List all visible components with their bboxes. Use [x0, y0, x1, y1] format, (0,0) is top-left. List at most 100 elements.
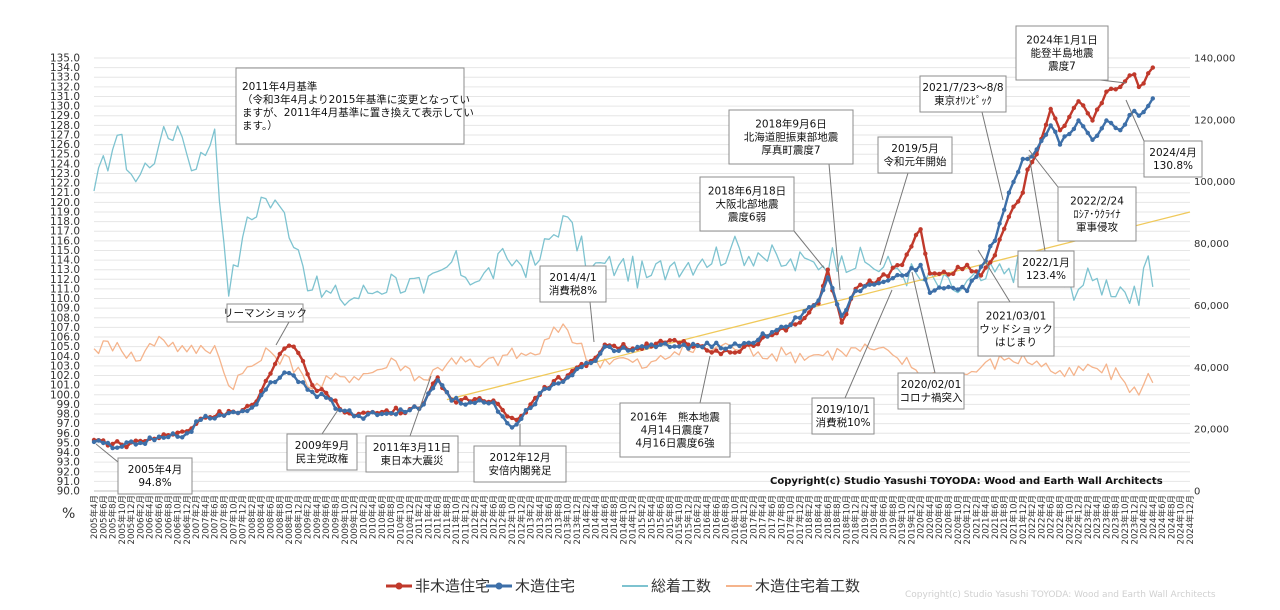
data-point: [277, 351, 282, 357]
data-point: [737, 343, 742, 349]
data-point: [788, 322, 793, 328]
x-tick-label: 2021年8月: [999, 495, 1010, 539]
y2-tick-label: 120,000: [1194, 115, 1235, 126]
data-point: [825, 267, 830, 272]
y-tick-label: 106.0: [50, 332, 80, 344]
annotation-text: 123.4%: [1026, 270, 1066, 282]
y2-tick-label: 0: [1194, 487, 1200, 498]
data-point: [1118, 84, 1123, 90]
x-tick-label: 2005年4月: [89, 495, 100, 539]
data-point: [361, 410, 366, 415]
x-tick-label: 2012年4月: [479, 495, 490, 539]
data-point: [658, 338, 663, 344]
legend-item-木造住宅: 木造住宅: [486, 577, 575, 595]
data-point: [1043, 132, 1049, 137]
x-tick-label: 2015年8月: [665, 495, 676, 539]
x-tick-label: 2022年12月: [1074, 495, 1085, 544]
data-point: [625, 348, 631, 353]
annotation-pointer: [977, 249, 1011, 303]
y2-tick-label: 140,000: [1194, 54, 1235, 65]
data-point: [709, 344, 714, 350]
annotation-text: 2014/4/1: [549, 272, 596, 284]
x-tick-label: 2023年8月: [1111, 495, 1122, 539]
x-tick-label: 2019年4月: [869, 495, 880, 539]
data-point: [653, 344, 659, 350]
legend-item-総着工数: 総着工数: [622, 577, 711, 595]
annotation-text: 消費税10%: [816, 416, 871, 429]
x-tick-label: 2014年2月: [581, 495, 592, 539]
data-point: [737, 349, 742, 354]
data-point: [310, 383, 315, 388]
y-tick-label: 122.0: [50, 178, 80, 190]
data-point: [263, 378, 268, 384]
x-tick-label: 2021年4月: [981, 495, 992, 539]
x-tick-label: 2017年10月: [786, 495, 797, 544]
data-point: [389, 411, 394, 416]
data-point: [964, 288, 970, 294]
data-point: [1048, 123, 1053, 128]
x-tick-label: 2008年2月: [247, 495, 258, 539]
data-point: [718, 346, 724, 351]
data-point: [245, 408, 250, 414]
annotation-box: [365, 435, 459, 473]
data-point: [161, 435, 166, 440]
data-point: [862, 284, 868, 289]
x-tick-label: 2018年2月: [804, 495, 815, 539]
data-point: [872, 282, 877, 287]
data-point: [649, 342, 654, 347]
x-tick-label: 2009年10月: [340, 495, 351, 544]
x-tick-label: 2016年2月: [693, 495, 704, 539]
x-tick-label: 2024年4月: [1148, 495, 1159, 539]
data-point: [124, 440, 129, 445]
data-point: [1071, 105, 1077, 111]
data-point: [588, 360, 594, 366]
data-point: [486, 401, 491, 406]
annotation-text: 震度6弱: [728, 211, 766, 224]
x-tick-label: 2009年8月: [330, 495, 341, 539]
y-tick-label: 114.0: [50, 255, 80, 267]
data-point: [1132, 72, 1137, 77]
data-point: [1025, 167, 1030, 172]
data-point: [779, 324, 784, 329]
y-tick-label: 117.0: [50, 226, 80, 238]
data-point: [1090, 118, 1095, 123]
data-point: [899, 273, 905, 278]
series-line-木造住宅: [93, 97, 1154, 450]
y-tick-label: 125.0: [50, 149, 80, 161]
series-line-総着工数: [93, 125, 1154, 307]
x-tick-label: 2018年12月: [851, 495, 862, 544]
legend-item-非木造住宅: 非木造住宅: [386, 577, 490, 595]
data-point: [1034, 147, 1039, 152]
y2-tick-label: 100,000: [1194, 177, 1235, 188]
annotation-pointer: [95, 443, 119, 463]
data-point: [356, 413, 361, 419]
x-tick-label: 2018年6月: [823, 495, 834, 539]
data-point: [1081, 103, 1086, 108]
data-point: [1099, 100, 1105, 106]
data-point: [667, 338, 673, 343]
y2-tick-label: 80,000: [1194, 239, 1229, 250]
data-point: [969, 269, 974, 274]
data-point: [918, 227, 923, 232]
data-point: [110, 445, 115, 451]
data-point: [1108, 86, 1114, 92]
data-point: [574, 366, 580, 372]
data-point: [765, 334, 770, 339]
data-point: [254, 402, 259, 407]
x-tick-label: 2022年4月: [1036, 495, 1047, 539]
data-point: [988, 260, 993, 265]
y-tick-label: 116.0: [50, 235, 80, 247]
data-point: [978, 273, 984, 278]
x-tick-label: 2007年10月: [228, 495, 239, 544]
annotation-box: [235, 67, 465, 145]
data-point: [235, 410, 241, 416]
data-point: [830, 285, 835, 291]
y-tick-label: 129.0: [50, 110, 80, 122]
data-point: [156, 434, 162, 439]
data-point: [231, 409, 236, 415]
data-point: [667, 344, 673, 350]
annotation-text: リーマンショック: [223, 308, 307, 320]
data-point: [709, 350, 714, 355]
